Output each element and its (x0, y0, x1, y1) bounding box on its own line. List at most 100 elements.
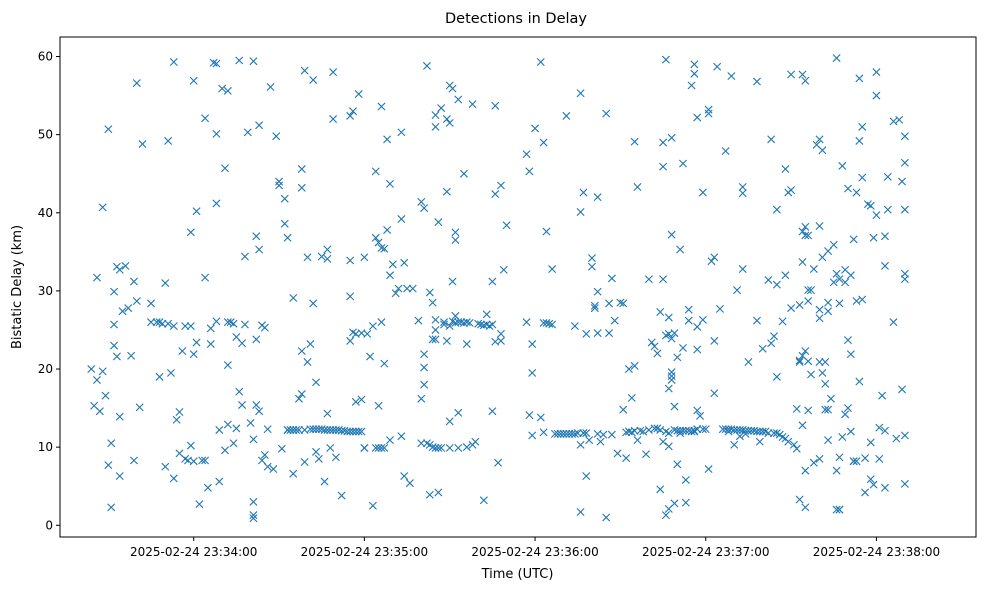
data-point-marker (619, 405, 628, 414)
data-point-marker (209, 58, 218, 67)
data-point-marker (240, 320, 249, 329)
data-point-marker (667, 368, 676, 377)
data-point-marker (741, 426, 750, 435)
data-point-marker (585, 436, 594, 445)
data-point-marker (397, 432, 406, 441)
data-point-marker (368, 501, 377, 510)
data-point-marker (462, 318, 471, 327)
data-point-marker (815, 358, 824, 366)
data-point-marker (494, 458, 503, 467)
data-point-marker (673, 353, 682, 362)
data-point-marker (223, 318, 232, 327)
data-point-marker (431, 325, 440, 334)
data-point-marker (792, 404, 801, 413)
data-point-marker (249, 511, 258, 520)
data-point-marker (417, 439, 426, 448)
data-point-marker (306, 340, 315, 349)
data-point-marker (437, 443, 446, 452)
data-point-marker (138, 140, 147, 149)
data-point-marker (266, 83, 275, 91)
data-point-marker (807, 370, 815, 379)
data-point-marker (343, 427, 352, 436)
data-point-marker (841, 278, 850, 287)
data-point-marker (846, 427, 855, 436)
data-point-marker (110, 341, 119, 350)
data-point-marker (681, 498, 690, 507)
data-point-marker (275, 181, 284, 190)
data-point-marker (861, 488, 870, 497)
data-point-marker (303, 358, 312, 366)
data-point-marker (212, 199, 221, 208)
data-point-marker (434, 218, 443, 227)
data-point-marker (624, 365, 633, 374)
data-point-marker (474, 319, 483, 328)
data-point-marker (570, 322, 579, 331)
data-point-marker (238, 339, 247, 348)
data-point-marker (525, 411, 534, 420)
data-point-marker (590, 304, 599, 313)
data-point-marker (189, 457, 198, 466)
data-point-marker (824, 436, 833, 445)
data-point-marker (684, 305, 693, 314)
data-point-marker (570, 429, 579, 438)
data-point-marker (331, 453, 340, 462)
data-point-marker (815, 135, 824, 144)
data-point-marker (195, 500, 204, 509)
data-point-marker (670, 329, 679, 338)
data-point-marker (829, 240, 838, 249)
data-point-marker (869, 233, 878, 242)
data-point-marker (707, 257, 716, 266)
data-point-marker (371, 167, 380, 176)
data-point-marker (491, 101, 500, 110)
data-point-marker (895, 115, 904, 124)
data-point-marker (801, 503, 810, 512)
data-point-marker (104, 125, 113, 134)
data-point-marker (801, 222, 810, 231)
data-point-marker (835, 453, 844, 462)
data-point-marker (445, 443, 454, 452)
data-point-marker (260, 323, 269, 332)
data-point-marker (448, 84, 457, 93)
data-point-marker (323, 409, 332, 418)
data-point-marker (442, 336, 451, 345)
data-point-marker (212, 59, 221, 68)
data-point-marker (229, 319, 238, 328)
data-point-marker (303, 253, 312, 262)
data-point-marker (858, 122, 867, 131)
data-point-marker (189, 76, 198, 85)
data-point-marker (92, 375, 101, 384)
data-point-marker (664, 384, 673, 393)
data-point-marker (528, 368, 537, 377)
data-point-marker (710, 389, 719, 398)
data-point-marker (317, 252, 326, 261)
data-point-marker (787, 186, 796, 195)
data-point-marker (821, 358, 830, 366)
data-point-marker (824, 298, 833, 307)
data-point-marker (764, 275, 773, 284)
data-point-marker (420, 204, 429, 213)
data-point-marker (824, 307, 833, 316)
data-point-marker (260, 450, 269, 459)
data-point-marker (607, 274, 616, 283)
data-point-marker (374, 401, 383, 410)
data-point-marker (232, 424, 241, 433)
data-point-marker (801, 76, 810, 85)
data-point-marker (280, 219, 289, 228)
data-point-marker (667, 375, 676, 384)
data-point-marker (491, 190, 500, 199)
data-point-marker (354, 427, 363, 436)
data-point-marker (132, 79, 141, 88)
data-point-marker (758, 427, 767, 436)
x-tick-label: 2025-02-24 23:37:00 (642, 545, 769, 559)
data-point-marker (866, 201, 875, 210)
data-point-marker (329, 68, 338, 77)
data-point-marker (835, 505, 844, 514)
data-point-marker (488, 320, 497, 329)
data-point-marker (843, 336, 852, 345)
data-point-marker (826, 394, 835, 403)
data-point-marker (255, 245, 264, 254)
data-point-marker (778, 317, 787, 326)
data-point-marker (440, 320, 449, 329)
data-point-marker (110, 287, 119, 296)
data-point-marker (206, 340, 215, 349)
